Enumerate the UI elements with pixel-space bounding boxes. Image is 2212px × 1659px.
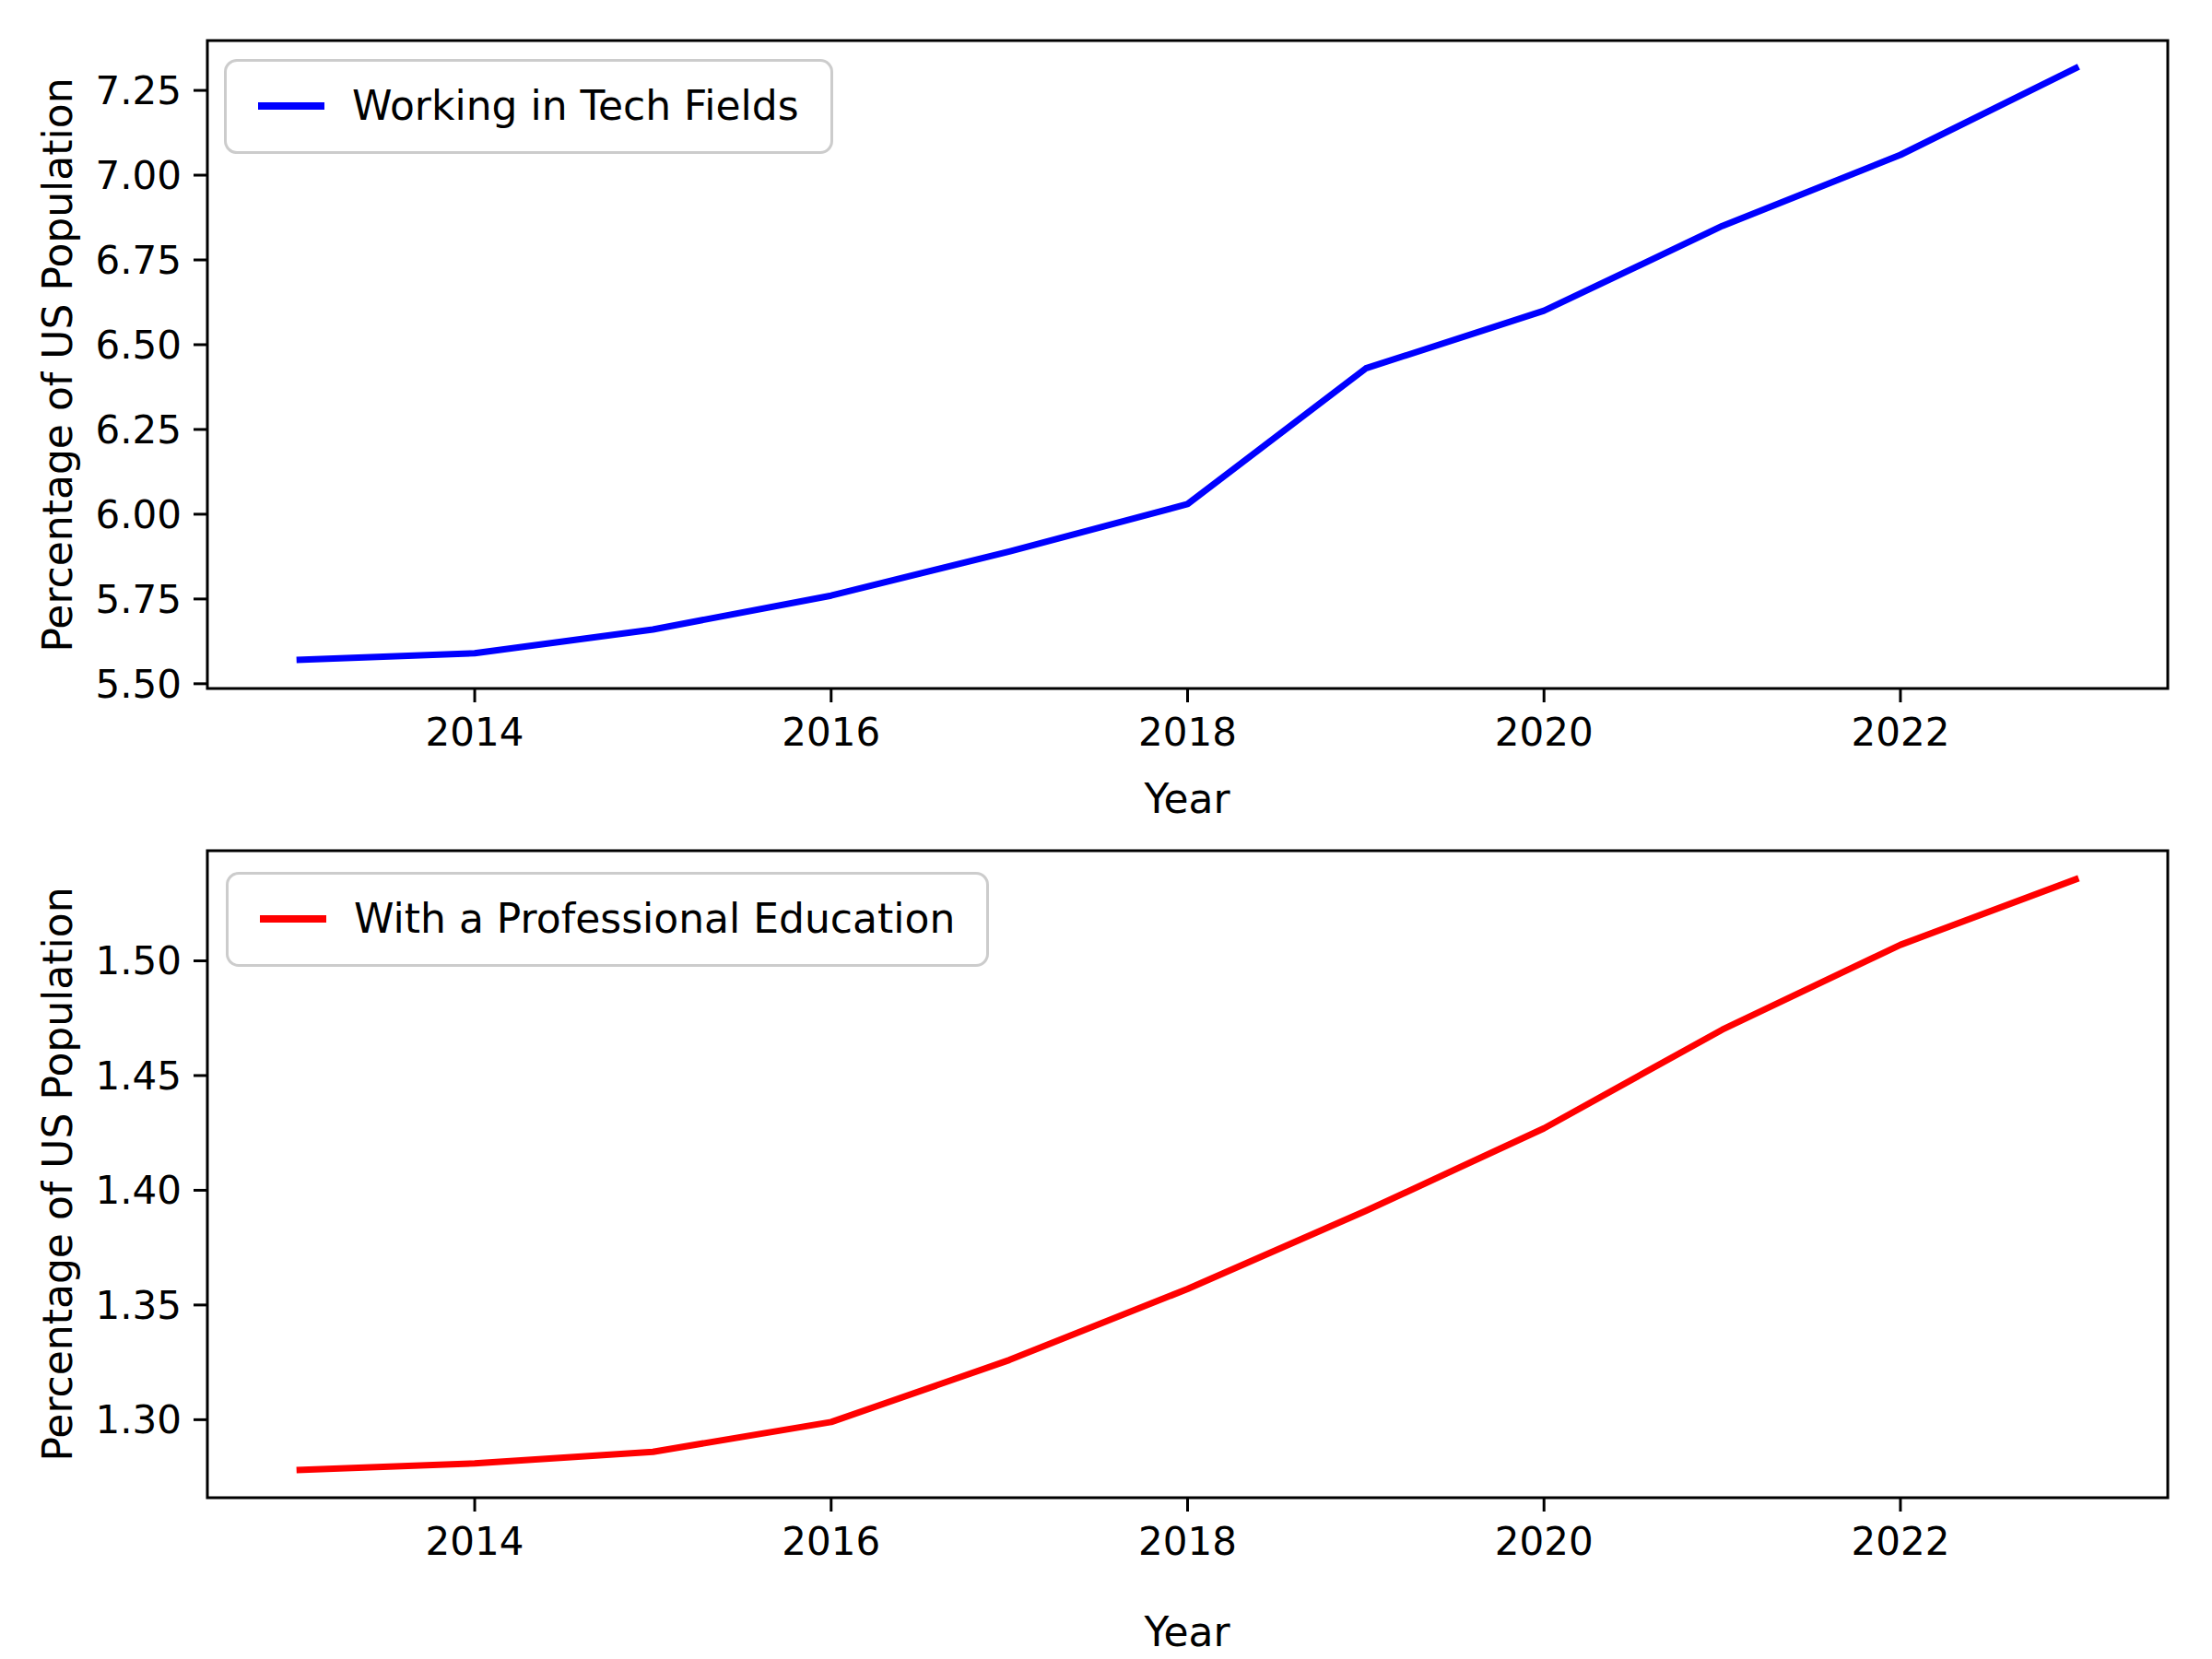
data-line	[297, 66, 2079, 660]
y-tick-label: 6.75	[95, 238, 182, 283]
y-axis-label-bottom: Percentage of US Population	[34, 887, 81, 1461]
y-tick-label: 1.40	[95, 1168, 182, 1213]
charts-svg: 2014 2016 2018 2020 2022 5.50 5.75 6.00 6.25 6.50…	[0, 0, 2212, 1659]
legend-line-sample-blue	[258, 102, 324, 110]
y-tick-label: 5.75	[95, 577, 182, 622]
y-tick-label: 1.30	[95, 1397, 182, 1442]
x-tick-label: 2022	[1852, 710, 1950, 755]
x-tick-label: 2020	[1495, 710, 1594, 755]
x-tick-label: 2018	[1138, 1519, 1237, 1564]
y-tick-label: 6.25	[95, 407, 182, 453]
x-tick-label: 2014	[426, 710, 524, 755]
y-tick-label: 1.35	[95, 1283, 182, 1328]
figure-canvas: 2014 2016 2018 2020 2022 5.50 5.75 6.00 6.25 6.50…	[0, 0, 2212, 1659]
legend-line-sample-red	[260, 915, 326, 923]
y-axis-label-top: Percentage of US Population	[34, 77, 81, 652]
legend-label: Working in Tech Fields	[352, 82, 799, 131]
x-tick-label: 2016	[782, 1519, 880, 1564]
y-tick-label: 6.00	[95, 492, 182, 537]
x-axis-label-bottom: Year	[1144, 1608, 1230, 1655]
x-tick-label: 2016	[782, 710, 880, 755]
y-tick-label: 5.50	[95, 662, 182, 707]
legend-with-a-professional-education: With a Professional Education	[226, 872, 989, 967]
y-tick-label: 1.50	[95, 938, 182, 983]
x-tick-label: 2014	[426, 1519, 524, 1564]
x-tick-label: 2020	[1495, 1519, 1594, 1564]
legend-label: With a Professional Education	[354, 895, 955, 944]
x-axis-label-top: Year	[1144, 775, 1230, 822]
y-tick-label: 6.50	[95, 323, 182, 368]
x-tick-label: 2018	[1138, 710, 1237, 755]
x-tick-label: 2022	[1852, 1519, 1950, 1564]
data-line	[297, 878, 2079, 1470]
y-tick-label: 7.00	[95, 153, 182, 198]
y-tick-label: 1.45	[95, 1053, 182, 1099]
y-tick-label: 7.25	[95, 68, 182, 113]
legend-working-in-tech-fields: Working in Tech Fields	[224, 59, 833, 154]
